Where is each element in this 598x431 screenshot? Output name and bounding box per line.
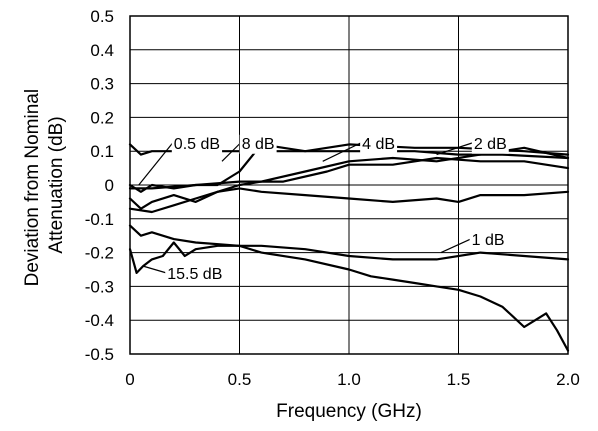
y-tick-label: -0.2 (85, 244, 114, 263)
series-line (128, 241, 570, 352)
annotation-leader (440, 238, 471, 254)
annotation-labels: 0.5 dB 8 dB 4 dB 2 dB 1 dB 15.5 dB (165, 134, 509, 284)
y-tick-label: 0 (105, 176, 114, 195)
y-tick-label: 0.3 (90, 75, 114, 94)
y-tick-labels: 0.5 0.4 0.3 0.2 0.1 0 -0.1 -0.2 -0.3 -0.4 -0.5 (85, 7, 114, 364)
series-line (128, 187, 570, 214)
series-line (128, 224, 570, 261)
annotation-label: 4 dB (362, 136, 395, 153)
annotation-label-bg (171, 134, 223, 154)
x-axis-label: Frequency (GHz) (276, 401, 422, 422)
annotation-leader (436, 142, 474, 156)
annotation-label-bg (165, 264, 225, 284)
annotation-label-bg (360, 134, 398, 154)
x-tick-label: 2.0 (556, 370, 580, 389)
y-tick-label: 0.1 (90, 142, 114, 161)
x-tick-labels: 0 0.5 1.0 1.5 2.0 (125, 370, 580, 389)
y-tick-label: 0.5 (90, 7, 114, 26)
y-axis-label: Deviation from Nominal Attenuation (dB) (22, 84, 67, 287)
series-line (128, 143, 570, 193)
annotation-label: 15.5 dB (167, 266, 222, 283)
y-tick-label: 0.4 (90, 41, 114, 60)
y-tick-label: -0.4 (85, 311, 114, 330)
x-tick-label: 0.5 (228, 370, 252, 389)
annotation-label-bg (471, 134, 509, 154)
plot-frame (129, 15, 569, 355)
annotation-leader (221, 142, 242, 162)
y-tick-label: -0.3 (85, 277, 114, 296)
annotation-label: 1 dB (472, 232, 505, 249)
y-tick-label: -0.1 (85, 210, 114, 229)
y-axis-label-line-1: Deviation from Nominal (22, 89, 43, 286)
series-line (128, 156, 570, 190)
annotation-leader (142, 265, 167, 274)
annotation-label: 0.5 dB (174, 136, 220, 153)
y-tick-label: 0.2 (90, 108, 114, 127)
x-tick-label: 1.5 (447, 370, 471, 389)
x-tick-label: 0 (125, 370, 134, 389)
annotation-label: 8 dB (242, 136, 275, 153)
annotation-leader (138, 142, 174, 186)
annotation-label-bg (239, 134, 277, 154)
y-axis-label-line-2: Attenuation (dB) (46, 116, 67, 253)
annotation-label-bg (469, 231, 507, 251)
y-tick-label: -0.5 (85, 345, 114, 364)
x-tick-label: 1.0 (337, 370, 361, 389)
annotation-leaders (138, 142, 474, 274)
annotation-label: 2 dB (474, 136, 507, 153)
annotation-leader (322, 142, 362, 162)
